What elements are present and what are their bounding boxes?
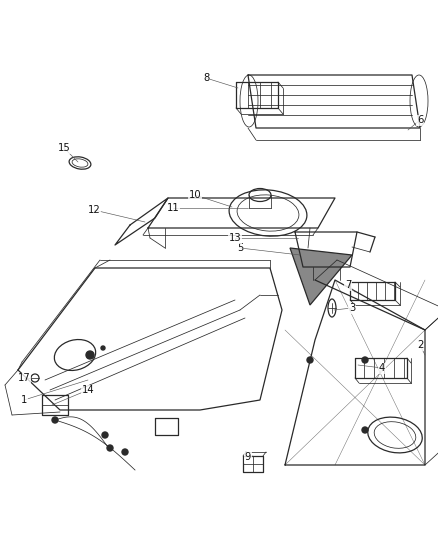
Text: 4: 4 (379, 363, 385, 373)
Circle shape (107, 445, 113, 451)
Circle shape (307, 357, 313, 363)
Circle shape (52, 417, 58, 423)
Polygon shape (290, 248, 352, 305)
Text: 2: 2 (417, 340, 423, 350)
Text: 12: 12 (88, 205, 100, 215)
Text: 3: 3 (349, 303, 355, 313)
Circle shape (362, 357, 368, 363)
Circle shape (86, 351, 94, 359)
Text: 5: 5 (237, 243, 243, 253)
Circle shape (102, 432, 108, 438)
Text: 7: 7 (345, 280, 351, 290)
Text: 11: 11 (166, 203, 180, 213)
Circle shape (101, 346, 105, 350)
Text: 6: 6 (417, 115, 423, 125)
Text: 9: 9 (245, 452, 251, 462)
Circle shape (362, 427, 368, 433)
Circle shape (122, 449, 128, 455)
Text: 15: 15 (58, 143, 71, 153)
Text: 8: 8 (203, 73, 209, 83)
Text: 1: 1 (21, 395, 27, 405)
Text: 10: 10 (189, 190, 201, 200)
Text: 13: 13 (229, 233, 241, 243)
Text: 17: 17 (18, 373, 30, 383)
Text: 14: 14 (82, 385, 94, 395)
